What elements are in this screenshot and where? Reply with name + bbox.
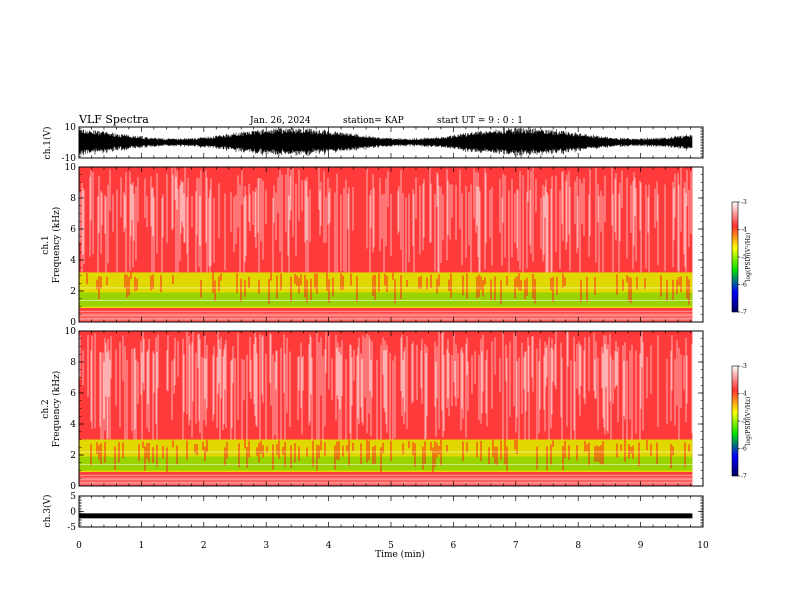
colorbar-tick-label: -5 <box>741 254 747 261</box>
colorbar-gradient <box>731 365 739 477</box>
x-tick-label: 7 <box>513 541 519 551</box>
ch2-colorbar: -3 -4 -5 -6 -7 <box>731 363 747 480</box>
ch3-waveform-ylabel: ch.3(V) <box>42 495 53 528</box>
band-streaks <box>90 439 690 473</box>
colorbar-tick-label: -7 <box>741 473 747 480</box>
ch1-spectrogram-ylabel-1: ch.1 <box>41 235 51 254</box>
colorbar-tick-label: -3 <box>741 199 747 206</box>
ch1-waveform-trace <box>78 127 693 158</box>
x-tick-label: 5 <box>388 541 394 551</box>
green-band <box>79 456 693 471</box>
ch1-colorbar-label: log(PSD)(V²/Hz) <box>745 233 752 282</box>
start-time-label: start UT = 9 : 0 : 1 <box>437 116 523 126</box>
colorbar-tick-label: -3 <box>741 363 747 370</box>
ch1-waveform-y-tick-label: 10 <box>65 123 77 133</box>
ch2-spectrogram-ylabel-1: ch.2 <box>41 399 51 418</box>
colorbar-tick-label: -4 <box>741 391 747 398</box>
ch1-waveform-ylabel: ch.1(V) <box>42 127 53 160</box>
time-axis: 0 1 2 3 4 5 6 7 8 9 10 <box>76 541 709 551</box>
colorbar-tick-label: -6 <box>741 446 747 453</box>
ch1-spectrogram-panel: 0 2 4 6 8 10 <box>65 163 704 328</box>
ch2-colorbar-label: log(PSD)(V²/Hz) <box>745 397 752 446</box>
ch2-spectrogram-ylabel-2: Frequency (kHz) <box>51 371 62 448</box>
x-tick-label: 2 <box>201 541 207 551</box>
spectrogram-y-tick-label: 2 <box>70 451 76 461</box>
ch3-waveform-trace <box>79 513 693 519</box>
date-label: Jan. 26, 2024 <box>249 116 311 126</box>
spectrogram-y-tick-label: 8 <box>70 194 76 204</box>
colorbar-tick-label: -4 <box>741 227 747 234</box>
ch1-waveform-panel: 10 -10 <box>62 123 704 164</box>
spectrogram-y-tick-label: 4 <box>70 256 76 266</box>
spectrogram-y-tick-label: 6 <box>70 389 76 399</box>
x-tick-label: 4 <box>326 541 332 551</box>
low-band <box>79 476 693 486</box>
spectrogram-streaks <box>79 167 692 273</box>
ch1-spectrogram-ylabel-2: Frequency (kHz) <box>51 207 62 284</box>
ch3-waveform-panel: 5 0 -5 <box>67 492 704 533</box>
x-tick-label: 0 <box>76 541 82 551</box>
ch3-waveform-y-tick-label: -5 <box>67 523 76 533</box>
spectrogram-y-tick-label: 0 <box>70 482 76 492</box>
green-band <box>79 292 693 307</box>
low-band <box>79 312 693 322</box>
colorbar-tick-label: -7 <box>741 309 747 316</box>
spectrogram-y-tick-label: 10 <box>65 163 77 173</box>
ch1-colorbar: -3 -4 -5 -6 -7 <box>731 199 747 316</box>
spectrogram-y-tick-label: 6 <box>70 225 76 235</box>
spectrogram-y-tick-label: 4 <box>70 420 76 430</box>
ch3-waveform-y-tick-label: 5 <box>70 492 76 502</box>
colorbar-tick-label: -6 <box>741 282 747 289</box>
x-axis-label: Time (min) <box>375 549 425 560</box>
x-tick-label: 6 <box>451 541 457 551</box>
ch2-spectrogram-panel: 0 2 4 6 8 10 <box>65 327 704 492</box>
ch1-waveform-y-tick-label: -10 <box>62 154 77 164</box>
x-tick-label: 3 <box>263 541 269 551</box>
figure-title: VLF Spectra <box>78 113 149 126</box>
spectrogram-y-tick-label: 8 <box>70 358 76 368</box>
spectrogram-y-tick-label: 10 <box>65 327 77 337</box>
ch3-waveform-y-tick-label: 0 <box>70 508 76 518</box>
station-label: station= KAP <box>343 116 404 126</box>
spectrogram-y-tick-label: 2 <box>70 287 76 297</box>
x-tick-label: 10 <box>697 541 709 551</box>
spectrogram-y-tick-label: 0 <box>70 318 76 328</box>
colorbar-tick-label: -5 <box>741 418 747 425</box>
x-tick-label: 9 <box>638 541 644 551</box>
colorbar-gradient <box>731 201 739 313</box>
x-tick-label: 1 <box>139 541 145 551</box>
x-tick-label: 8 <box>575 541 581 551</box>
